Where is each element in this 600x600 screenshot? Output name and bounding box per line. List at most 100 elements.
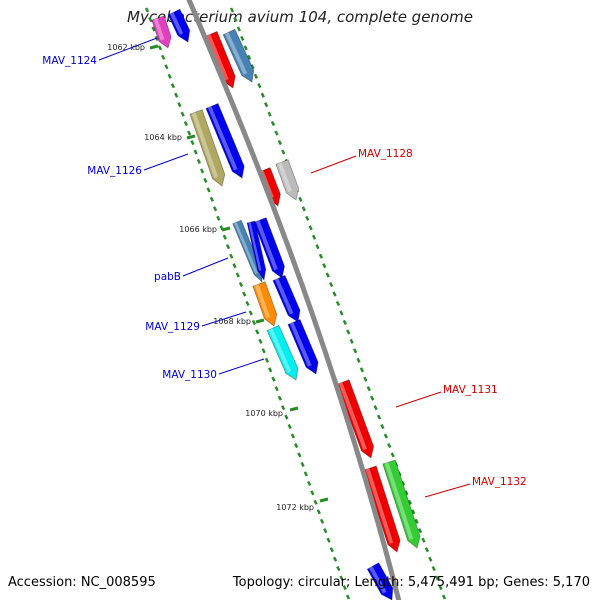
kbp-tick-mark [186,134,196,140]
inner-ring-dash [216,215,221,221]
gene-highlight [369,566,387,594]
gene-highlight [191,112,219,179]
inner-ring-dash [287,424,292,430]
gene-highlight [206,34,229,81]
outer-ring-dash [373,405,378,411]
inner-ring-dash [242,291,247,297]
outer-ring-dash [281,149,286,155]
gene-arrow[interactable] [252,281,278,327]
gene-arrow[interactable] [366,562,394,600]
outer-ring-dash [411,509,416,515]
outer-ring-dash [250,64,255,70]
gene-arrow[interactable] [336,379,375,459]
inner-ring-dash [161,54,166,60]
outer-ring-dash [421,537,426,543]
outer-ring-dash [332,291,337,297]
tick-ring-layer [144,7,447,600]
gene-leader-line [310,155,357,174]
inner-ring-dash [235,272,240,278]
gene-arrow[interactable] [287,318,319,375]
inner-ring-dash [345,594,351,600]
gene-highlight [384,462,414,540]
outer-ring-dash [404,490,409,496]
inner-ring-dash [310,490,315,496]
gene-arrow[interactable] [205,102,245,179]
outer-ring-dash [246,54,252,60]
kbp-tick-mark [221,226,231,232]
outer-ring-dash [383,433,388,439]
gene-arrow[interactable] [246,220,267,282]
gene-arrow[interactable] [189,109,226,187]
outer-ring-dash [407,499,412,505]
inner-ring-dash [284,414,289,420]
outer-ring-dash [349,338,354,344]
inner-ring-dash [274,386,279,392]
gene-label-mav_1129[interactable]: MAV_1129 [145,321,200,333]
gene-arrow[interactable] [167,8,191,43]
gene-highlight [274,278,294,315]
gene-arrow[interactable] [151,15,172,49]
inner-ring-dash [306,480,312,486]
inner-ring-dash [294,442,299,449]
gene-highlight [268,328,292,373]
outer-ring-dash [305,215,310,221]
outer-ring-dash [267,111,272,117]
kbp-tick-mark [149,44,159,50]
outer-ring-dash [424,547,430,553]
inner-ring-dash [144,7,150,13]
outer-ring-dash [308,225,313,231]
gene-highlight [169,12,184,35]
outer-ring-dash [435,575,440,581]
gene-label-mav_1131[interactable]: MAV_1131 [443,384,498,396]
gene-highlight [234,222,258,274]
outer-ring-dash [257,83,262,89]
outer-ring-dash [236,26,241,32]
gene-arrow[interactable] [253,217,285,279]
kbp-tick-label: 1064 kbp [144,133,182,142]
inner-ring-dash [203,177,208,183]
outer-ring-dash [335,300,341,307]
inner-ring-dash [209,196,214,202]
outer-ring-dash [315,244,320,250]
outer-ring-dash [318,253,324,259]
inner-ring-dash [164,64,169,70]
kbp-tick-label: 1062 kbp [107,43,145,52]
gene-arrow[interactable] [266,324,299,381]
inner-ring-dash [277,395,283,401]
inner-ring-dash [336,566,341,572]
gene-label-pabb[interactable]: pabB [154,271,181,283]
genome-summary: Topology: circular; Length: 5,475,491 bp… [232,575,590,590]
gene-label-mav_1128[interactable]: MAV_1128 [358,148,413,160]
outer-ring-dash [390,452,395,458]
gene-label-mav_1126[interactable]: MAV_1126 [87,165,142,177]
outer-ring-dash [356,357,361,363]
gene-leader-line [201,311,247,327]
outer-ring-dash [301,206,306,212]
outer-ring-dash [233,16,238,23]
outer-ring-dash [342,319,347,325]
gene-highlight [338,382,367,451]
inner-ring-dash [206,187,211,193]
outer-ring-dash [260,92,265,98]
kbp-tick-mark [289,406,299,412]
gene-arrow[interactable] [363,465,401,553]
gene-arrow[interactable] [222,28,255,83]
gene-arrow[interactable] [382,459,421,549]
backbone-layer [186,0,402,600]
outer-ring-dash [346,329,351,335]
inner-ring-dash [268,367,273,373]
inner-ring-dash [319,518,325,524]
kbp-tick-label: 1072 kbp [276,503,314,512]
gene-leader-line [143,153,189,171]
gene-arrow[interactable] [275,159,300,201]
gene-highlight [248,222,262,271]
gene-label-mav_1132[interactable]: MAV_1132 [472,476,527,488]
gene-layer [151,8,421,600]
outer-ring-dash [370,395,375,401]
gene-label-mav_1124[interactable]: MAV_1124 [42,55,97,67]
outer-ring-dash [380,424,385,430]
gene-label-mav_1130[interactable]: MAV_1130 [162,369,217,381]
outer-ring-dash [329,282,334,288]
gene-arrow[interactable] [272,274,301,323]
inner-ring-dash [323,528,328,534]
